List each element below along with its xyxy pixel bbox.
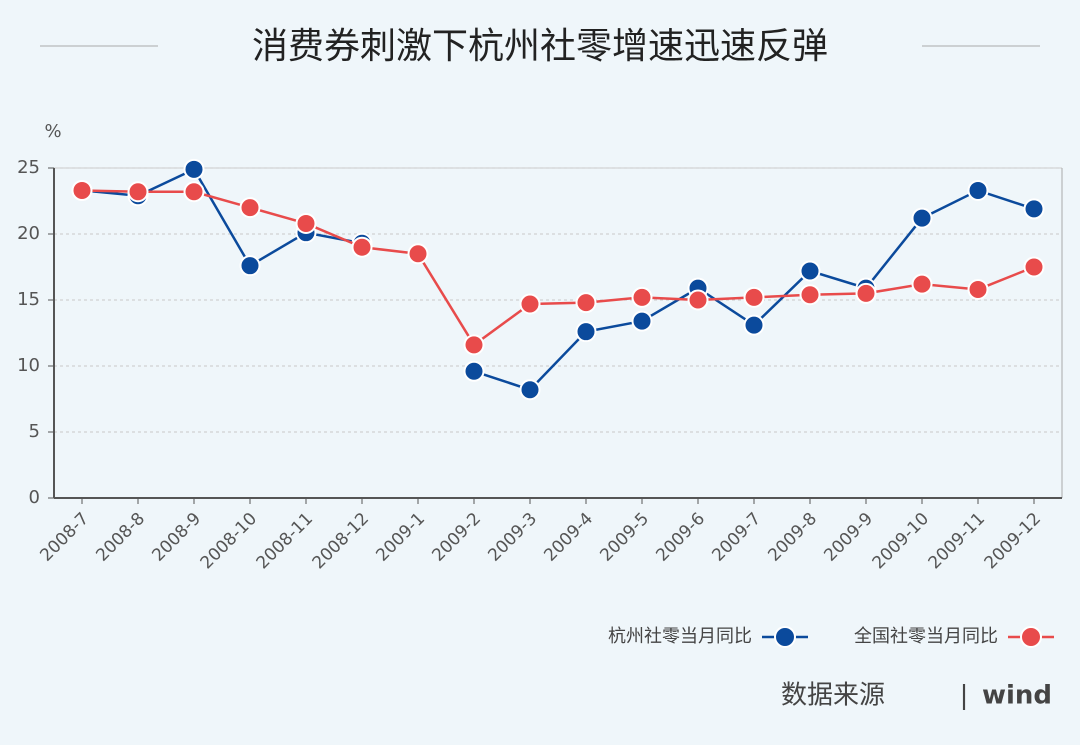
series-line — [81, 167, 1035, 392]
point — [631, 310, 653, 332]
point — [71, 179, 93, 201]
chart-title: 消费券刺激下杭州社零增速迅速反弹 — [252, 26, 828, 67]
x-tick-label: 2008-9 — [148, 509, 205, 566]
point — [239, 197, 261, 219]
x-tick-label: 2009-9 — [820, 509, 877, 566]
x-tick-label: 2009-6 — [652, 509, 709, 566]
point — [575, 292, 597, 314]
point — [463, 334, 485, 356]
source-label: 数据来源 — [781, 681, 885, 711]
y-axis-label: % — [44, 121, 61, 142]
legend-label: 杭州社零当月同比 — [608, 626, 752, 647]
point — [519, 379, 541, 401]
point — [239, 255, 261, 277]
y-tick-label: 0 — [29, 487, 40, 508]
point — [1023, 256, 1045, 278]
point — [1023, 198, 1045, 220]
y-tick-label: 15 — [17, 289, 40, 310]
point — [183, 158, 205, 180]
point — [911, 207, 933, 229]
x-tick-label: 2009-3 — [484, 509, 541, 566]
point — [967, 278, 989, 300]
x-tick-label: 2008-8 — [92, 509, 149, 566]
y-tick-label: 5 — [29, 421, 40, 442]
x-tick-label: 2009-12 — [981, 509, 1045, 573]
point — [799, 284, 821, 306]
x-tick-label: 2008-7 — [36, 509, 93, 566]
point — [799, 260, 821, 282]
x-tick-label: 2009-1 — [372, 509, 429, 566]
x-tick-label: 2009-4 — [540, 509, 597, 566]
point — [575, 321, 597, 343]
point — [463, 360, 485, 382]
legend-marker — [1020, 626, 1042, 648]
point — [855, 282, 877, 304]
point — [743, 286, 765, 308]
point — [127, 181, 149, 203]
x-tick-label: 2009-8 — [764, 509, 821, 566]
legend-label: 全国社零当月同比 — [854, 626, 998, 647]
point — [743, 314, 765, 336]
series-line — [81, 189, 1035, 347]
y-tick-label: 10 — [17, 355, 40, 376]
y-tick-label: 25 — [17, 157, 40, 178]
point — [407, 243, 429, 265]
x-tick-label: 2009-11 — [925, 509, 989, 573]
point — [183, 181, 205, 203]
point — [687, 289, 709, 311]
x-tick-label: 2009-10 — [869, 509, 933, 573]
x-tick-label: 2009-7 — [708, 509, 765, 566]
x-tick-label: 2009-2 — [428, 509, 485, 566]
x-tick-label: 2008-11 — [253, 509, 317, 573]
source-separator: | — [960, 681, 969, 711]
y-tick-label: 20 — [17, 223, 40, 244]
point — [295, 212, 317, 234]
point — [519, 293, 541, 315]
source-name: wind — [982, 681, 1052, 711]
point — [967, 179, 989, 201]
x-tick-label: 2009-5 — [596, 509, 653, 566]
point — [351, 236, 373, 258]
point — [911, 273, 933, 295]
legend-marker — [774, 626, 796, 648]
point — [631, 286, 653, 308]
x-tick-label: 2008-12 — [309, 509, 373, 573]
x-tick-label: 2008-10 — [197, 509, 261, 573]
